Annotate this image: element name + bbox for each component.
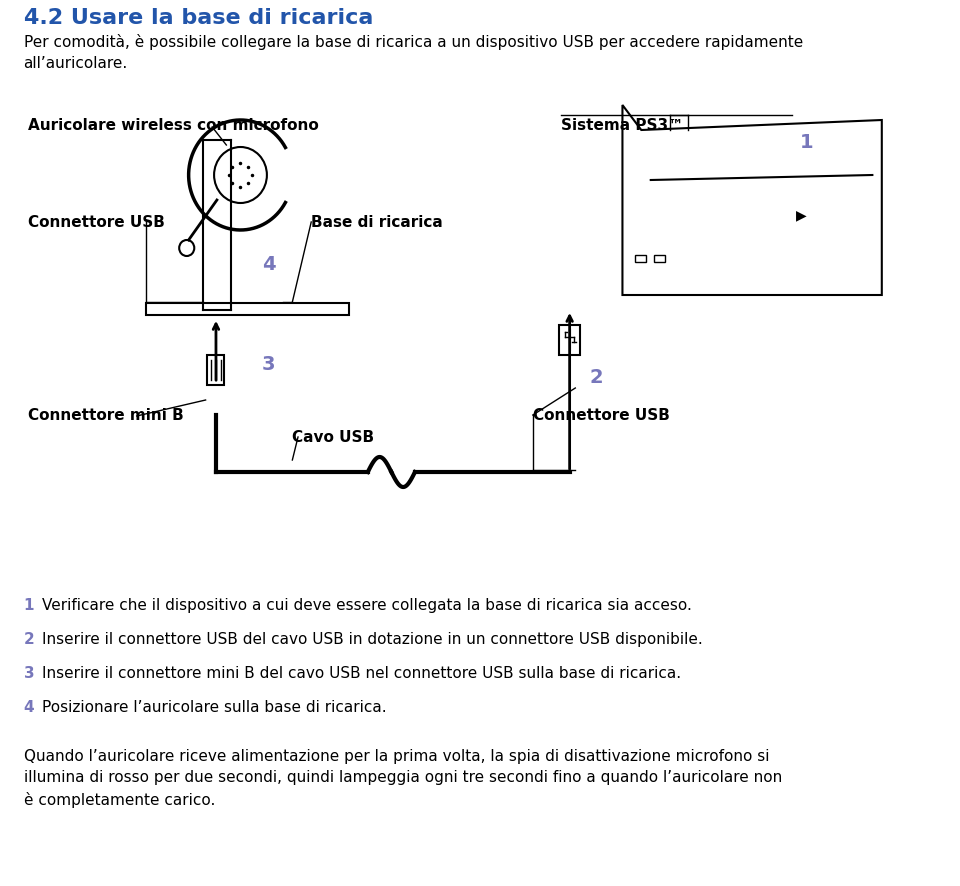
Text: Per comodità, è possibile collegare la base di ricarica a un dispositivo USB per: Per comodità, è possibile collegare la b… [24, 34, 803, 71]
Text: Verificare che il dispositivo a cui deve essere collegata la base di ricarica si: Verificare che il dispositivo a cui deve… [42, 598, 692, 613]
Text: Posizionare l’auricolare sulla base di ricarica.: Posizionare l’auricolare sulla base di r… [42, 700, 387, 715]
Text: Inserire il connettore USB del cavo USB in dotazione in un connettore USB dispon: Inserire il connettore USB del cavo USB … [42, 632, 703, 647]
Text: 2: 2 [24, 632, 35, 647]
Text: Quando l’auricolare riceve alimentazione per la prima volta, la spia di disattiv: Quando l’auricolare riceve alimentazione… [24, 749, 781, 807]
Text: 4: 4 [24, 700, 35, 715]
Text: 1: 1 [800, 133, 813, 152]
Text: 3: 3 [262, 355, 276, 374]
Text: ▶: ▶ [797, 208, 807, 222]
Text: Base di ricarica: Base di ricarica [311, 215, 443, 230]
Bar [654, 255, 665, 262]
Bar [560, 325, 580, 355]
Polygon shape [622, 105, 882, 295]
Text: Connettore USB: Connettore USB [28, 215, 165, 230]
Text: 4: 4 [262, 255, 276, 274]
Text: 3: 3 [24, 666, 35, 681]
Bar [146, 303, 348, 315]
Circle shape [214, 147, 267, 203]
Bar [207, 355, 225, 385]
Text: Connettore USB: Connettore USB [533, 408, 670, 423]
Text: Inserire il connettore mini B del cavo USB nel connettore USB sulla base di rica: Inserire il connettore mini B del cavo U… [42, 666, 682, 681]
Text: Cavo USB: Cavo USB [293, 430, 374, 445]
Bar [635, 255, 646, 262]
Text: 1: 1 [24, 598, 34, 613]
Text: Connettore mini B: Connettore mini B [28, 408, 184, 423]
Text: 4.2 Usare la base di ricarica: 4.2 Usare la base di ricarica [24, 8, 372, 28]
Text: Auricolare wireless con microfono: Auricolare wireless con microfono [28, 118, 319, 133]
Text: Sistema PS3™: Sistema PS3™ [562, 118, 684, 133]
Text: 2: 2 [589, 368, 603, 387]
Circle shape [180, 240, 194, 256]
